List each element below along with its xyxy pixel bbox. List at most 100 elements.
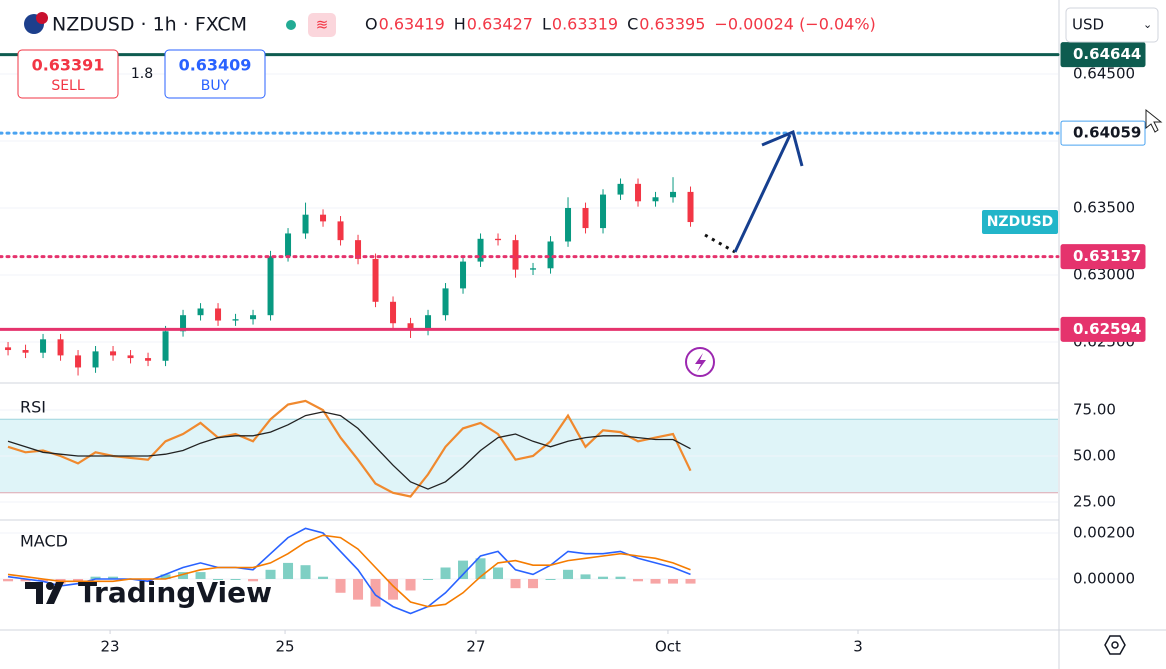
candle-body — [582, 207, 589, 229]
candle-body — [145, 358, 152, 361]
candle-body — [92, 351, 99, 368]
ohlc-value: 0.63319 — [552, 15, 618, 34]
rsi-line — [7, 411, 691, 490]
macd-histogram-bar — [405, 578, 416, 591]
plot: 232527Oct30.645000.640000.635000.630000.… — [0, 42, 1146, 656]
spread: 1.8 — [131, 66, 153, 82]
candle-body — [372, 258, 379, 302]
macd-histogram-bar — [685, 578, 696, 584]
symbol: NZDUSD · 1h · FXCM — [52, 14, 247, 36]
macd-histogram-bar — [143, 578, 154, 582]
candle-body — [687, 191, 694, 223]
macd-histogram-bar — [3, 578, 14, 582]
candle-body — [617, 183, 624, 195]
cursor — [1145, 108, 1163, 133]
pane-title: MACD — [20, 532, 68, 551]
settings-icon — [1111, 641, 1119, 649]
symbol-tag-label: NZDUSD — [987, 214, 1054, 230]
rsi-line — [7, 399, 692, 498]
buy-button[interactable] — [164, 49, 266, 99]
change: −0.00024 (−0.04%) — [714, 15, 875, 34]
flag-icon — [36, 12, 48, 24]
candle-body — [75, 355, 82, 368]
macd-histogram-bar — [213, 578, 224, 580]
currency: USD — [1072, 16, 1104, 34]
macd-line — [7, 534, 691, 608]
candle-body — [250, 315, 257, 320]
macd-histogram-bar — [73, 578, 84, 582]
macd-histogram-bar — [248, 578, 259, 582]
candle-body — [495, 238, 502, 241]
macd-histogram-bar — [563, 569, 574, 579]
level-label: 0.62594 — [1073, 320, 1141, 338]
level-label: 0.64059 — [1073, 124, 1141, 142]
ohlc-key: C — [627, 15, 638, 34]
pane-title: RSI — [20, 398, 46, 417]
macd-histogram-bar — [318, 576, 329, 579]
macd-line — [7, 527, 691, 615]
candle-body — [635, 183, 642, 202]
logo-mark — [25, 582, 64, 604]
y-tick-label: 25.00 — [1073, 492, 1116, 510]
event-icon — [695, 353, 706, 372]
candle-body — [547, 241, 554, 269]
candle-body — [232, 319, 239, 321]
x-tick-label: Oct — [655, 638, 681, 656]
sell-price: 0.63391 — [32, 56, 105, 75]
currency-dropdown[interactable] — [1065, 7, 1159, 43]
symbol-tag — [982, 210, 1058, 235]
candle-body — [22, 350, 29, 353]
trade-buttons: 0.63391 SELL 1.8 0.63409 BUY — [17, 49, 266, 99]
replay-icon: ≋ — [316, 16, 329, 34]
projection-dots — [704, 233, 736, 254]
ohlc-key: O — [365, 15, 378, 34]
candle-body — [215, 308, 222, 321]
level-label: 0.64644 — [1073, 45, 1141, 63]
candle-body — [337, 221, 344, 241]
ohlc-value: 0.63395 — [639, 15, 705, 34]
candle-body — [127, 355, 134, 359]
logo: TradingView — [25, 576, 272, 609]
macd-histogram-bar — [300, 565, 311, 579]
candle-body — [652, 197, 659, 202]
macd-histogram-bar — [178, 572, 189, 579]
macd-histogram-bar — [38, 578, 49, 582]
header: NZDUSD · 1h · FXCM ≋ O 0.63419 H 0.63427 L 0.… — [24, 12, 876, 37]
sell-button[interactable] — [17, 49, 119, 99]
candle-body — [180, 315, 187, 332]
macd-histogram-bar — [283, 562, 294, 579]
macd-histogram-bar — [440, 567, 451, 579]
candle-body — [355, 240, 362, 259]
candle-body — [5, 347, 12, 351]
settings-icon[interactable] — [1104, 635, 1126, 655]
macd-histogram-bar — [528, 578, 539, 589]
ohlc-value: 0.63419 — [379, 15, 445, 34]
candle-body — [477, 238, 484, 262]
macd-histogram-bar — [458, 560, 469, 579]
y-tick-label: 0.63500 — [1073, 198, 1135, 216]
macd-histogram-bar — [510, 578, 521, 589]
market-status — [286, 20, 296, 30]
buy-label: BUY — [201, 78, 230, 94]
macd-histogram-bar — [370, 578, 381, 607]
x-tick-label: 23 — [101, 638, 120, 656]
macd-histogram-bar — [230, 578, 241, 580]
level-tag — [1060, 42, 1146, 68]
projection-arrow — [733, 129, 804, 253]
candle-body — [425, 315, 432, 330]
candle-body — [320, 214, 327, 222]
macd-histogram-bar — [388, 578, 399, 600]
settings-icon[interactable] — [1104, 635, 1126, 655]
event-icon[interactable] — [685, 347, 715, 377]
replay-badge[interactable] — [308, 13, 336, 37]
y-tick-label: 0.00000 — [1073, 569, 1135, 587]
level-tag — [1060, 244, 1146, 270]
ohlc: O 0.63419 H 0.63427 L 0.63319 C 0.63395 −0.00024… — [365, 15, 876, 34]
candle-body — [460, 261, 467, 289]
macd-histogram-bar — [423, 578, 434, 580]
macd-histogram-bar — [108, 576, 119, 579]
ohlc-key: H — [454, 15, 466, 34]
candle-body — [162, 331, 169, 361]
candle-body — [390, 301, 397, 324]
